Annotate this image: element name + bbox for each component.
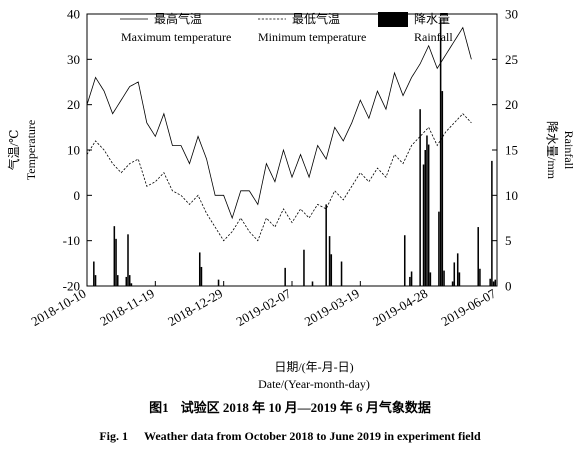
rainfall-bar-38 [489, 278, 491, 286]
caption-cn: 图1 试验区 2018 年 10 月—2019 年 6 月气象数据 [149, 400, 431, 415]
rainfall-bar-31 [443, 270, 445, 286]
left-axis-title: 气温/℃ Temperature [6, 120, 38, 180]
rainfall-bar-10 [200, 266, 203, 286]
left-axis-label-cn: 气温/℃ [6, 130, 21, 171]
rainfall-bar-14 [311, 281, 314, 286]
right-tick-label-0: 0 [505, 279, 512, 294]
rainfall-bar-39 [491, 160, 493, 286]
rainfall-bar-21 [410, 271, 413, 286]
caption-cn-number: 图1 [149, 400, 169, 415]
rainfall-bar-37 [479, 268, 481, 286]
caption-cn-text: 试验区 2018 年 10 月—2019 年 6 月气象数据 [181, 400, 431, 415]
left-tick-label-3: 10 [67, 143, 80, 158]
legend-label-min-temp-en: Minimum temperature [258, 30, 366, 44]
right-tick-label-1: 5 [505, 233, 512, 248]
rainfall-bar-17 [330, 254, 333, 286]
rainfall-bar-19 [403, 235, 406, 286]
min-temp-line [86, 113, 472, 242]
right-axis-label-en: Rainfall [562, 131, 576, 170]
left-tick-label-6: 40 [67, 7, 80, 22]
caption-en-number: Fig. 1 [99, 429, 128, 443]
rainfall-bar-15 [325, 204, 327, 286]
caption-en-text: Weather data from October 2018 to June 2… [144, 429, 481, 443]
legend-label-max-temp-en: Maximum temperature [121, 30, 231, 44]
rainfall-bar-35 [458, 272, 461, 286]
rainfall-bar-2 [113, 226, 116, 286]
left-axis-label-en: Temperature [24, 120, 38, 180]
rainfall-bar-29 [439, 19, 442, 286]
right-axis-title: 降水量/mm Rainfall [545, 121, 576, 180]
rainfall-bar-13 [303, 249, 305, 286]
x-axis-label-cn: 日期/(年-月-日) [274, 360, 353, 374]
left-tick-label-5: 30 [67, 52, 80, 67]
rainfall-bar-18 [340, 261, 343, 286]
rainfall-bar-33 [453, 262, 456, 286]
x-tick-label-0: 2018-10-10 [28, 286, 88, 329]
x-axis-label-en: Date/(Year-month-day) [258, 377, 370, 391]
rainfall-bar-25 [426, 135, 428, 286]
rainfall-bar-24 [424, 150, 427, 286]
right-y-ticks: 0 5 10 15 20 25 30 [492, 7, 518, 294]
rainfall-bar-5 [125, 276, 128, 286]
legend: 最高气温 Maximum temperature 最低气温 Minimum te… [120, 11, 453, 44]
rainfall-bar-32 [451, 281, 454, 286]
right-tick-label-5: 25 [505, 52, 518, 67]
rainfall-bar-28 [438, 211, 440, 286]
x-ticks: 2018-10-10 2018-11-19 2018-12-29 2019-02-07… [28, 281, 499, 329]
rainfall-bar-12 [284, 267, 286, 286]
x-tick-label-6: 2019-06-07 [438, 285, 498, 329]
rainfall-bar-7 [128, 275, 131, 286]
x-tick-label-1: 2018-11-19 [97, 286, 157, 329]
rainfall-bar-30 [441, 91, 444, 286]
caption-en: Fig. 1 Weather data from October 2018 to … [99, 429, 481, 443]
right-tick-label-4: 20 [505, 97, 518, 112]
left-tick-label-2: 0 [74, 188, 81, 203]
rainfall-bar-36 [477, 227, 479, 286]
x-tick-label-4: 2019-03-19 [302, 286, 362, 329]
plot-frame [86, 13, 498, 287]
rainfall-bar-41 [494, 279, 497, 286]
legend-label-min-temp-cn: 最低气温 [292, 11, 340, 26]
legend-label-rainfall-en: Rainfall [414, 30, 453, 44]
rainfall-bar-1 [94, 275, 97, 286]
x-tick-label-2: 2018-12-29 [165, 286, 225, 329]
rainfall-bar-4 [116, 275, 119, 286]
right-tick-label-3: 15 [505, 143, 518, 158]
right-tick-label-6: 30 [505, 7, 518, 22]
left-tick-label-1: -10 [63, 233, 80, 248]
rainfall-bar-22 [419, 109, 421, 286]
rainfall-bar-9 [198, 252, 201, 286]
rainfall-bar-23 [422, 164, 425, 286]
rainfall-bar-11 [217, 279, 220, 286]
rainfall-bar-26 [427, 144, 430, 286]
rainfall-bar-16 [328, 236, 331, 286]
x-tick-label-3: 2019-02-07 [233, 285, 293, 329]
right-axis-label-cn: 降水量/mm [545, 121, 559, 180]
legend-label-rainfall-cn: 降水量 [414, 12, 450, 26]
rainfall-bar-34 [456, 253, 459, 286]
rainfall-bar-40 [492, 281, 495, 286]
rainfall-bar-0 [93, 261, 95, 286]
max-temp-line [86, 26, 472, 220]
rainfall-bar-27 [429, 272, 432, 286]
x-tick-label-5: 2019-04-28 [370, 286, 430, 329]
left-tick-label-0: -20 [63, 279, 80, 294]
figure-caption: 图1 试验区 2018 年 10 月—2019 年 6 月气象数据 Fig. 1 W… [99, 400, 481, 443]
rainfall-bar-3 [115, 238, 117, 286]
rainfall-bar-6 [127, 234, 129, 286]
legend-swatch-rainfall [378, 12, 408, 27]
left-tick-label-4: 20 [67, 97, 80, 112]
rainfall-bars [93, 19, 497, 286]
left-y-ticks: -20 -10 0 10 20 30 40 [63, 7, 92, 294]
rainfall-bar-20 [409, 276, 411, 286]
legend-label-max-temp-cn: 最高气温 [154, 11, 202, 26]
rainfall-bar-8 [130, 283, 133, 286]
right-tick-label-2: 10 [505, 188, 518, 203]
